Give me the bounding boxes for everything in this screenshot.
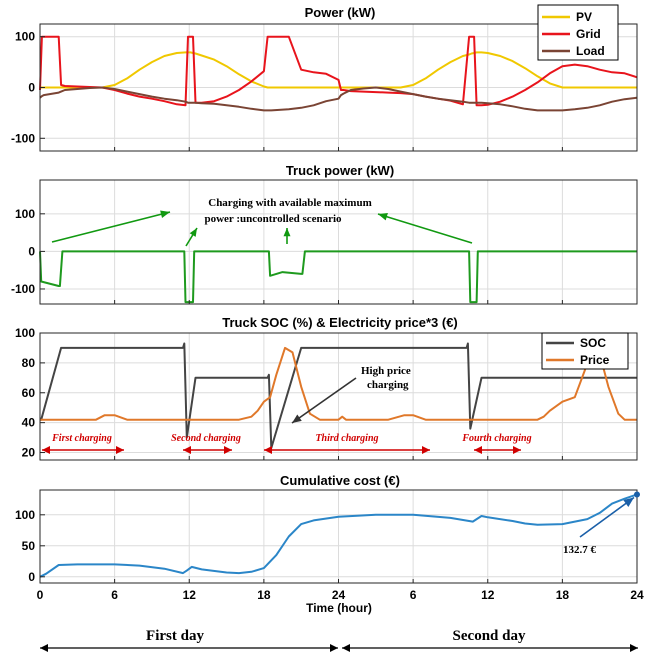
y-tick-label: -100 bbox=[11, 282, 35, 296]
truck-annotation: Charging with available maximum power :u… bbox=[204, 197, 371, 225]
power-title: Power (kW) bbox=[305, 5, 376, 20]
truck-arrow-second-head bbox=[189, 228, 197, 237]
series-soc-line bbox=[40, 342, 637, 449]
truck-plot: 100 0 -100 bbox=[11, 179, 638, 305]
truck-arrow-right-head bbox=[378, 212, 388, 221]
soc-legend-box bbox=[541, 332, 629, 370]
cost-arrow-head bbox=[623, 497, 634, 507]
first-charging-arrow-head-left bbox=[42, 446, 50, 454]
x-tick-label: 18 bbox=[257, 588, 271, 602]
cost-arrow bbox=[579, 496, 635, 538]
series-load-line bbox=[39, 86, 638, 112]
fourth-charging-arrow-head-left bbox=[474, 446, 482, 454]
y-tick-label: 0 bbox=[28, 244, 35, 258]
second-charging-arrow-head-left bbox=[183, 446, 191, 454]
x-tick-label: 12 bbox=[183, 588, 197, 602]
first-day-label: First day bbox=[146, 628, 204, 644]
third-charging-arrow-head-right bbox=[422, 446, 430, 454]
truck-arrow-left-head bbox=[160, 210, 170, 219]
x-tick-label: 6 bbox=[410, 588, 417, 602]
second-charging-arrow-head-right bbox=[224, 446, 232, 454]
legend-pv-label: PV bbox=[576, 10, 592, 24]
final-cost-marker bbox=[634, 491, 640, 498]
second-day-label: Second day bbox=[453, 628, 526, 644]
y-tick-label: 0 bbox=[28, 81, 35, 95]
y-tick-label: 100 bbox=[15, 508, 35, 522]
x-tick-label: 12 bbox=[481, 588, 495, 602]
y-tick-label: 60 bbox=[22, 386, 36, 400]
series-cost-line bbox=[39, 493, 638, 578]
day-arrows bbox=[40, 644, 638, 652]
cost-plot: 100 50 00 6 12 18 24 6 12 18 24 bbox=[15, 489, 644, 602]
legend-price-label: Price bbox=[580, 353, 610, 367]
y-tick-label: 80 bbox=[22, 356, 36, 370]
y-tick-label: 100 bbox=[15, 207, 35, 221]
truck-arrow-left bbox=[51, 211, 171, 243]
y-tick-label: -100 bbox=[11, 131, 35, 145]
second-charging-label: Second charging bbox=[171, 433, 241, 444]
soc-title: Truck SOC (%) & Electricity price*3 (€) bbox=[222, 315, 458, 330]
high-price-arrow bbox=[291, 377, 357, 424]
legend-soc-label: SOC bbox=[580, 336, 606, 350]
high-price-line1: High price bbox=[361, 365, 411, 377]
y-tick-label: 100 bbox=[15, 30, 35, 44]
x-tick-label: 18 bbox=[556, 588, 570, 602]
x-axis-label: Time (hour) bbox=[306, 601, 372, 615]
power-legend: PV Grid Load bbox=[537, 4, 619, 61]
high-price-annotation: High price charging bbox=[361, 365, 411, 391]
x-tick-label: 6 bbox=[111, 588, 118, 602]
legend-grid-label: Grid bbox=[576, 27, 601, 41]
truck-title: Truck power (kW) bbox=[286, 163, 394, 178]
third-charging-label: Third charging bbox=[315, 433, 378, 444]
cost-title: Cumulative cost (€) bbox=[280, 473, 400, 488]
first-charging-label: First charging bbox=[51, 433, 112, 444]
soc-plot: 100 80 60 40 20 bbox=[15, 326, 638, 461]
soc-legend: SOC Price bbox=[541, 332, 629, 370]
fourth-charging-label: Fourth charging bbox=[461, 433, 531, 444]
y-tick-label: 50 bbox=[22, 539, 36, 553]
x-tick-label: 24 bbox=[630, 588, 644, 602]
y-tick-label: 0 bbox=[28, 570, 35, 584]
high-price-line2: charging bbox=[367, 379, 409, 391]
x-tick-label: 0 bbox=[37, 588, 44, 602]
fourth-charging-arrow-head-right bbox=[513, 446, 521, 454]
y-tick-label: 100 bbox=[15, 326, 35, 340]
legend-load-label: Load bbox=[576, 44, 605, 58]
y-tick-label: 20 bbox=[22, 446, 36, 460]
power-plot: 100 0 -100 bbox=[11, 23, 638, 152]
truck-annotation-line2: power :uncontrolled scenario bbox=[204, 213, 342, 225]
x-tick-label: 24 bbox=[332, 588, 346, 602]
truck-annotation-line1: Charging with available maximum bbox=[208, 197, 371, 209]
truck-arrow-third-head bbox=[283, 228, 291, 237]
cost-final-label: 132.7 € bbox=[563, 544, 597, 556]
truck-arrow-right bbox=[377, 213, 473, 244]
series-grid-line bbox=[39, 35, 638, 107]
series-truck-line bbox=[39, 250, 637, 304]
high-price-arrow-head bbox=[292, 414, 302, 423]
series-pv-line bbox=[40, 51, 637, 89]
first-charging-arrow-head-right bbox=[116, 446, 124, 454]
third-charging-arrow-head-left bbox=[264, 446, 272, 454]
series-price-line bbox=[40, 346, 637, 421]
y-tick-label: 40 bbox=[22, 416, 36, 430]
